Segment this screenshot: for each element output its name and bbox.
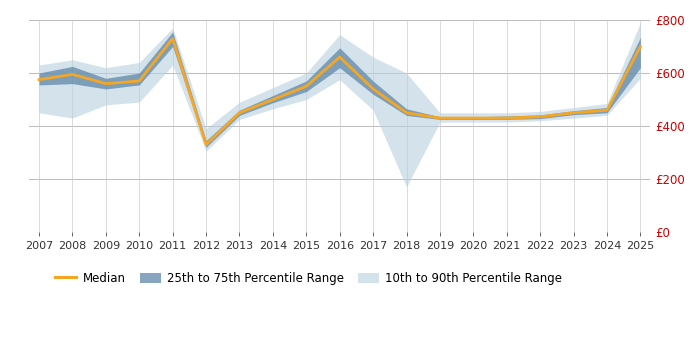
- Legend: Median, 25th to 75th Percentile Range, 10th to 90th Percentile Range: Median, 25th to 75th Percentile Range, 1…: [50, 267, 567, 290]
